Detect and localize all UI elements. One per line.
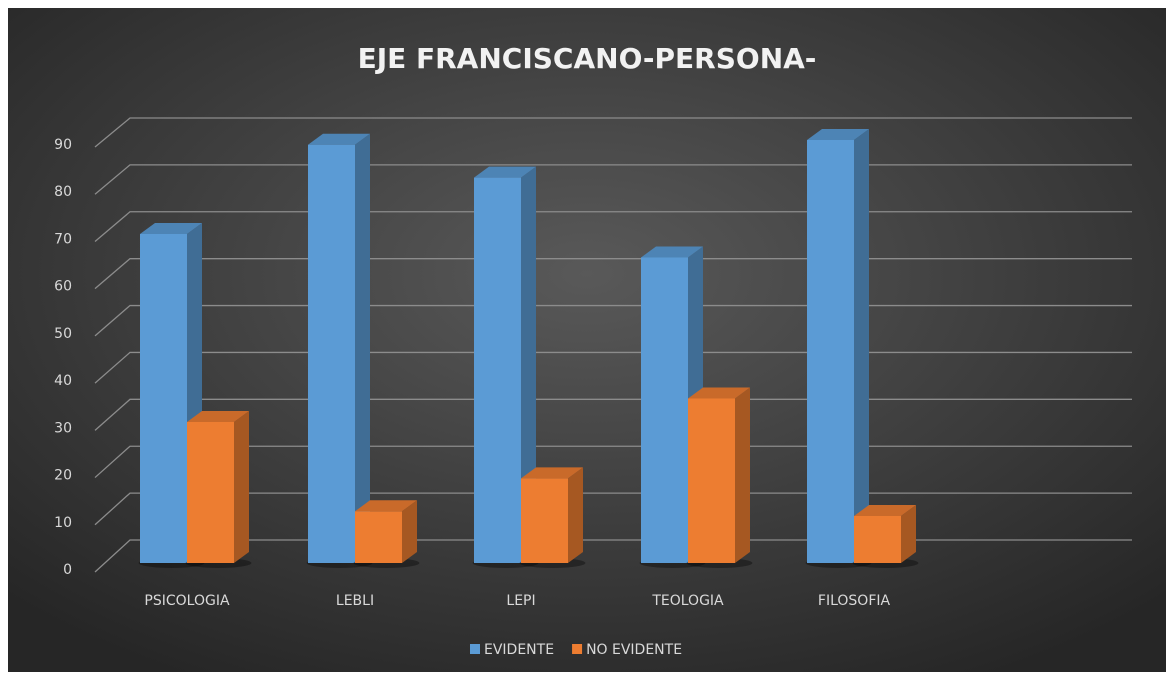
y-tick-label: 80: [54, 184, 72, 200]
grid-line: [94, 304, 1132, 337]
x-tick-label: TEOLOGIA: [651, 593, 724, 609]
legend-swatch: [572, 644, 583, 654]
bar-side: [402, 500, 417, 563]
bar-side: [355, 133, 370, 563]
bar-top: [308, 133, 370, 145]
bar: [854, 516, 901, 563]
bar-side: [854, 129, 869, 563]
bar-side: [735, 387, 750, 563]
y-tick-label: 0: [63, 562, 72, 578]
y-tick-label: 30: [54, 420, 72, 436]
bar: [474, 177, 521, 563]
bar-top: [641, 246, 703, 258]
y-tick-label: 50: [54, 326, 72, 342]
grid-line: [94, 492, 1132, 526]
bar: [140, 234, 187, 563]
bar: [807, 140, 854, 563]
bar-side: [234, 411, 249, 563]
bar-side: [521, 166, 536, 563]
bar-side: [568, 467, 583, 563]
y-tick-label: 20: [54, 468, 72, 484]
grid-line: [94, 211, 1132, 242]
y-tick-label: 10: [54, 515, 72, 531]
y-tick-label: 90: [54, 137, 72, 153]
bar-top: [521, 467, 583, 479]
bar: [187, 422, 234, 563]
x-tick-label: LEPI: [506, 593, 535, 609]
bar: [688, 398, 735, 563]
legend-label: EVIDENTE: [484, 642, 554, 658]
y-tick-label: 40: [54, 373, 72, 389]
grid-line: [94, 164, 1132, 195]
grid-line: [94, 445, 1132, 479]
bar-side: [901, 505, 916, 563]
x-tick-label: FILOSOFIA: [818, 593, 891, 609]
grid-line: [94, 258, 1132, 290]
bar-top: [807, 129, 869, 140]
y-tick-label: 60: [54, 279, 72, 295]
bar-top: [187, 411, 249, 422]
x-tick-label: PSICOLOGIA: [144, 593, 230, 609]
bar-top: [140, 223, 202, 234]
chart-title: EJE FRANCISCANO-PERSONA-: [358, 42, 817, 75]
bar-top: [355, 500, 417, 512]
grid-line: [94, 351, 1132, 384]
grid-line: [94, 398, 1132, 431]
bar: [521, 478, 568, 563]
bar-top: [688, 387, 750, 399]
bar: [641, 257, 688, 563]
bar: [355, 511, 402, 563]
grid-line: [94, 117, 1132, 148]
bar: [308, 144, 355, 563]
grid-line: [94, 539, 1132, 573]
bar-top: [474, 166, 536, 178]
y-tick-label: 70: [54, 231, 72, 247]
x-tick-label: LEBLI: [336, 593, 374, 609]
legend-label: NO EVIDENTE: [586, 642, 682, 658]
legend-swatch: [470, 644, 480, 654]
bar-top: [854, 505, 916, 516]
